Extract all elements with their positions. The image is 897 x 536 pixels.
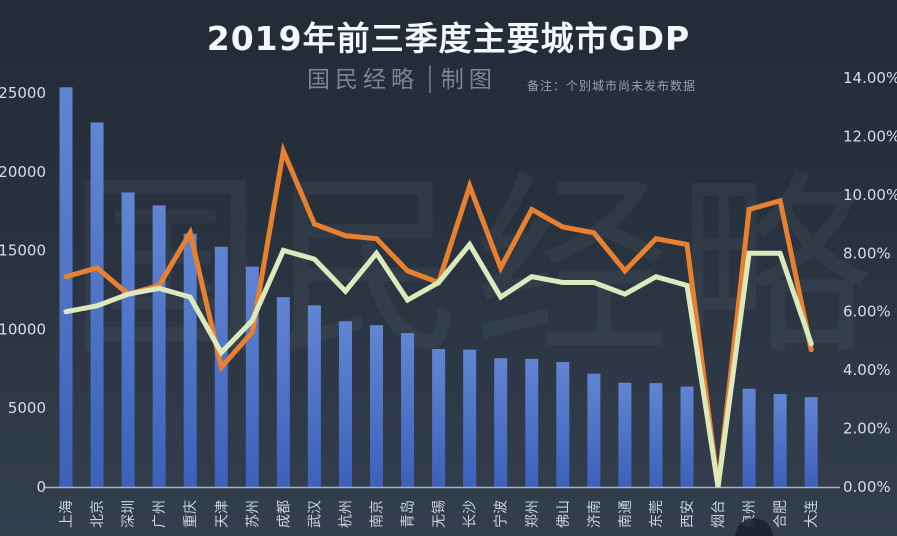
x-axis-label-苏州: 苏州 xyxy=(245,500,261,528)
chart-title: 2019年前三季度主要城市GDP xyxy=(206,19,691,58)
gdp-bar-无锡 xyxy=(432,349,446,487)
left-axis-tick: 10000 xyxy=(0,320,46,338)
left-axis-tick: 5000 xyxy=(8,399,46,417)
x-axis-label-大连: 大连 xyxy=(804,500,820,528)
gdp-bar-上海 xyxy=(59,87,73,487)
x-axis-label-深圳: 深圳 xyxy=(121,500,137,528)
gdp-bar-泉州 xyxy=(742,388,756,487)
left-axis-tick: 20000 xyxy=(0,163,46,181)
logo-circle-watermark xyxy=(735,518,773,536)
right-axis-tick: 12.00% xyxy=(843,127,897,145)
x-axis-label-南京: 南京 xyxy=(370,500,386,528)
x-axis-label-济南: 济南 xyxy=(587,500,603,528)
gdp-bar-杭州 xyxy=(338,321,352,487)
x-axis-label-成都: 成都 xyxy=(276,500,292,528)
gdp-bar-深圳 xyxy=(121,192,135,487)
x-axis-label-佛山: 佛山 xyxy=(556,500,572,528)
gdp-bar-东莞 xyxy=(649,383,663,487)
right-axis-tick: 4.00% xyxy=(843,361,891,379)
x-axis-label-烟台: 烟台 xyxy=(711,500,727,528)
x-axis-label-天津: 天津 xyxy=(214,500,230,528)
right-axis-tick: 6.00% xyxy=(843,303,891,321)
gdp-bar-宁波 xyxy=(494,358,508,487)
right-axis-tick: 10.00% xyxy=(843,186,897,204)
brand-divider: │ xyxy=(423,67,437,93)
right-axis-tick: 14.00% xyxy=(843,69,897,87)
x-axis-label-杭州: 杭州 xyxy=(338,500,354,528)
gdp-bar-青岛 xyxy=(401,333,415,487)
left-axis-tick: 15000 xyxy=(0,242,46,260)
gdp-bar-西安 xyxy=(680,386,694,487)
x-axis-label-无锡: 无锡 xyxy=(432,500,448,528)
growth-line-green xyxy=(63,240,814,488)
gdp-bar-大连 xyxy=(804,397,818,487)
gdp-bar-郑州 xyxy=(525,358,539,487)
x-axis-label-郑州: 郑州 xyxy=(525,500,541,528)
brand-watermark: 国民经略 │ 制图 xyxy=(307,60,497,94)
gdp-bar-长沙 xyxy=(463,349,477,487)
x-axis-label-武汉: 武汉 xyxy=(307,500,323,528)
brand-suffix: 制图 xyxy=(440,67,497,93)
gdp-bar-武汉 xyxy=(307,305,321,487)
x-axis-label-东莞: 东莞 xyxy=(649,500,665,528)
x-axis-label-宁波: 宁波 xyxy=(493,500,510,528)
x-axis-label-广州: 广州 xyxy=(152,500,168,528)
right-axis-tick: 2.00% xyxy=(843,420,891,438)
x-axis-label-上海: 上海 xyxy=(59,500,75,528)
right-axis-tick: 0.00% xyxy=(843,478,891,496)
gdp-bar-成都 xyxy=(276,297,290,487)
x-axis-label-南通: 南通 xyxy=(618,500,634,528)
gdp-bar-济南 xyxy=(587,373,601,487)
gdp-bar-南京 xyxy=(370,325,383,487)
x-axis-label-青岛: 青岛 xyxy=(401,500,417,528)
gdp-bar-南通 xyxy=(618,382,632,487)
note-text: 备注：个别城市尚未发布数据 xyxy=(527,79,697,93)
left-axis-tick: 25000 xyxy=(0,84,46,102)
x-axis-label-重庆: 重庆 xyxy=(183,500,199,528)
x-axis-label-合肥: 合肥 xyxy=(773,500,789,528)
right-axis-tick: 8.00% xyxy=(843,244,891,262)
brand-name: 国民经略 xyxy=(307,67,419,93)
gdp-bar-合肥 xyxy=(773,394,787,487)
left-axis-tick: 0 xyxy=(36,478,46,496)
gdp-bar-重庆 xyxy=(183,233,197,487)
x-axis-label-西安: 西安 xyxy=(680,500,696,528)
gdp-bar-佛山 xyxy=(556,361,570,487)
x-axis-label-长沙: 长沙 xyxy=(463,500,479,528)
x-axis-label-北京: 北京 xyxy=(90,500,106,528)
gdp-bar-广州 xyxy=(152,205,166,487)
